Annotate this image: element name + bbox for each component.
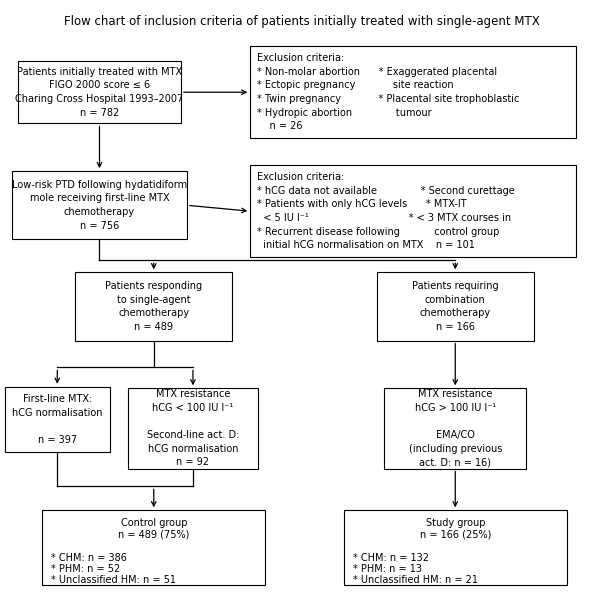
- Text: Patients requiring
combination
chemotherapy
n = 166: Patients requiring combination chemother…: [412, 281, 499, 332]
- Text: Control group: Control group: [121, 518, 187, 528]
- FancyBboxPatch shape: [128, 388, 257, 469]
- Text: Low-risk PTD following hydatidiform
mole receiving first-line MTX
chemotherapy
n: Low-risk PTD following hydatidiform mole…: [12, 180, 187, 231]
- Text: First-line MTX:
hCG normalisation

n = 397: First-line MTX: hCG normalisation n = 39…: [12, 394, 103, 445]
- Text: * Unclassified HM: n = 51: * Unclassified HM: n = 51: [51, 575, 176, 585]
- Text: Flow chart of inclusion criteria of patients initially treated with single-agent: Flow chart of inclusion criteria of pati…: [64, 15, 539, 28]
- Text: * Unclassified HM: n = 21: * Unclassified HM: n = 21: [353, 575, 478, 585]
- Text: n = 166 (25%): n = 166 (25%): [420, 530, 491, 540]
- Text: * CHM: n = 132: * CHM: n = 132: [353, 553, 429, 562]
- FancyBboxPatch shape: [385, 388, 526, 469]
- Text: MTX resistance
hCG < 100 IU l⁻¹

Second-line act. D:
hCG normalisation
n = 92: MTX resistance hCG < 100 IU l⁻¹ Second-l…: [147, 389, 239, 468]
- FancyBboxPatch shape: [5, 387, 110, 452]
- Text: Exclusion criteria:
* Non-molar abortion      * Exaggerated placental
* Ectopic : Exclusion criteria: * Non-molar abortion…: [257, 53, 520, 131]
- Text: n = 489 (75%): n = 489 (75%): [118, 530, 189, 540]
- FancyBboxPatch shape: [18, 61, 181, 124]
- FancyBboxPatch shape: [377, 273, 534, 340]
- Text: Patients initially treated with MTX
FIGO 2000 score ≤ 6
Charing Cross Hospital 1: Patients initially treated with MTX FIGO…: [15, 67, 184, 118]
- FancyBboxPatch shape: [42, 510, 265, 584]
- Text: MTX resistance
hCG > 100 IU l⁻¹

EMA/CO
(including previous
act. D: n = 16): MTX resistance hCG > 100 IU l⁻¹ EMA/CO (…: [409, 389, 502, 468]
- FancyBboxPatch shape: [250, 165, 576, 257]
- FancyBboxPatch shape: [250, 46, 576, 139]
- FancyBboxPatch shape: [75, 273, 232, 340]
- Text: * PHM: n = 52: * PHM: n = 52: [51, 564, 121, 574]
- Text: * PHM: n = 13: * PHM: n = 13: [353, 564, 421, 574]
- FancyBboxPatch shape: [344, 510, 567, 584]
- FancyBboxPatch shape: [12, 171, 187, 239]
- Text: Exclusion criteria:
* hCG data not available              * Second curettage
* P: Exclusion criteria: * hCG data not avail…: [257, 172, 515, 250]
- Text: Study group: Study group: [426, 518, 485, 528]
- Text: * CHM: n = 386: * CHM: n = 386: [51, 553, 127, 562]
- Text: Patients responding
to single-agent
chemotherapy
n = 489: Patients responding to single-agent chem…: [105, 281, 203, 332]
